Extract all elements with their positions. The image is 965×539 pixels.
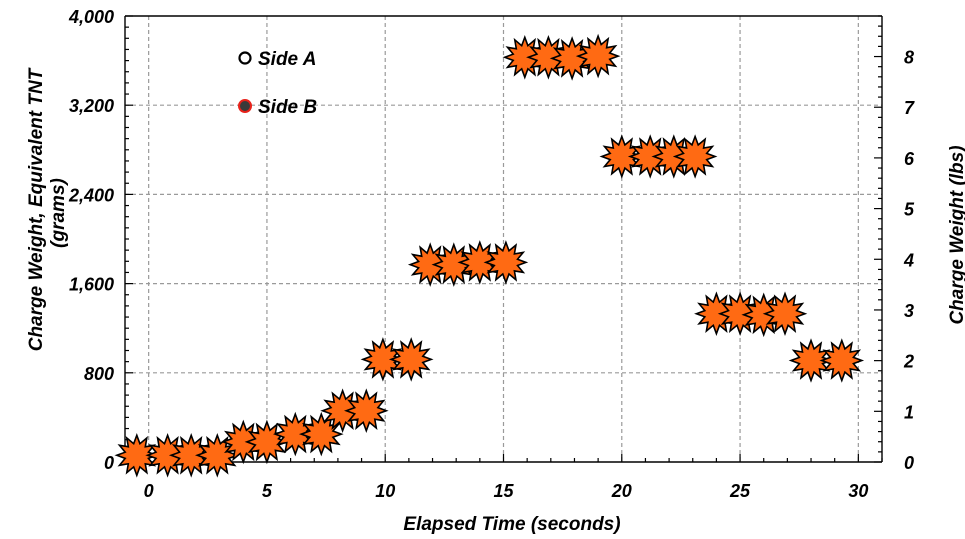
- y-left-tick-label: 2,400: [68, 185, 114, 205]
- legend-side-b-marker: [238, 99, 252, 113]
- x-tick-label: 0: [144, 481, 154, 501]
- x-tick-label: 30: [848, 481, 868, 501]
- data-points: [114, 33, 865, 478]
- y-left-tick-label: 1,600: [69, 275, 114, 295]
- x-tick-label: 20: [611, 481, 632, 501]
- legend-side-b-label: Side B: [258, 97, 317, 118]
- y-left-tick-label: 800: [84, 364, 114, 384]
- data-point: [360, 337, 406, 382]
- axis-ticks: 0 5 10 15 20 25 30 0 800 1,600 2,400 3,200 4,000 0 1 2 3…: [68, 7, 915, 501]
- grid-lines: [125, 16, 882, 462]
- y-right-tick-label: 6: [904, 149, 915, 169]
- x-axis-title: Elapsed Time (seconds): [403, 514, 620, 535]
- y-axis-left-title: Charge Weight, Equivalent TNT: [26, 67, 47, 351]
- y-right-tick-label: 0: [904, 453, 914, 473]
- y-left-tick-label: 4,000: [68, 7, 114, 27]
- y-right-tick-label: 1: [904, 402, 914, 422]
- y-axis-right-title: Charge Weight (lbs): [947, 145, 965, 324]
- y-right-tick-label: 2: [903, 352, 914, 372]
- x-tick-label: 5: [262, 481, 273, 501]
- y-right-tick-label: 8: [904, 48, 914, 68]
- y-right-tick-label: 3: [904, 301, 914, 321]
- data-point: [483, 240, 529, 285]
- data-point: [388, 337, 434, 382]
- y-left-tick-label: 3,200: [69, 96, 114, 116]
- y-left-tick-label: 0: [104, 453, 114, 473]
- x-tick-label: 15: [493, 481, 514, 501]
- legend-side-a-marker: [238, 51, 252, 65]
- data-point: [298, 411, 344, 457]
- data-point: [819, 338, 865, 383]
- data-point: [672, 134, 718, 179]
- data-point: [762, 291, 808, 337]
- x-tick-label: 25: [729, 481, 751, 501]
- legend: Side A Side B: [238, 49, 317, 118]
- x-tick-label: 10: [375, 481, 395, 501]
- y-axis-left-subtitle: (grams): [48, 178, 69, 248]
- y-right-tick-label: 4: [903, 250, 914, 270]
- y-right-tick-label: 7: [904, 98, 915, 118]
- y-right-tick-label: 5: [904, 200, 915, 220]
- data-point: [599, 134, 645, 179]
- data-point: [575, 33, 621, 79]
- data-point: [343, 388, 389, 434]
- legend-side-a-label: Side A: [258, 49, 316, 70]
